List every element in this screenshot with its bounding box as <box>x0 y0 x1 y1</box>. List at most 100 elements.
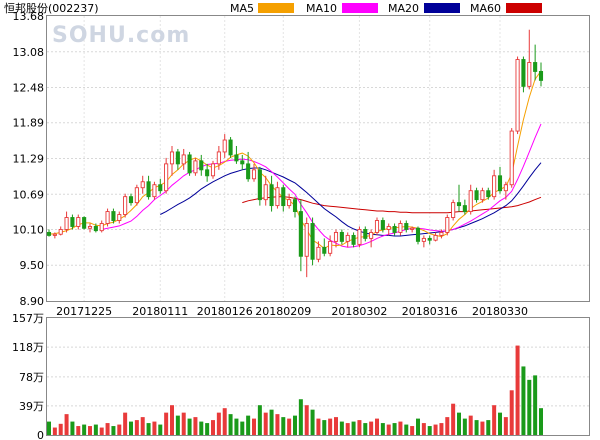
volume-y-ticks: 157万 118万 78万 39万 0 <box>12 312 44 440</box>
candle <box>82 216 87 230</box>
volume-bar <box>47 421 51 435</box>
volume-bar <box>234 418 239 435</box>
candle-body <box>292 199 298 213</box>
candle <box>105 208 110 227</box>
volume-bar <box>164 412 169 435</box>
candle-body <box>87 226 93 229</box>
chart-title: 恒邦股份(002237) <box>4 2 99 15</box>
candle <box>216 145 221 170</box>
candle-body <box>275 187 280 207</box>
candle-body <box>357 229 362 245</box>
candle <box>480 187 485 203</box>
candle-body <box>146 181 151 198</box>
x-ticks: 20171225 20180111 20180126 20180209 20180302… <box>56 305 528 318</box>
volume-bar <box>380 423 385 435</box>
candle <box>374 217 380 236</box>
volume-bar <box>310 409 315 435</box>
candle-body <box>175 151 180 165</box>
candle <box>310 217 315 266</box>
candle-body <box>333 231 339 242</box>
candle-body <box>392 226 397 233</box>
candle-body <box>322 246 327 254</box>
candle-body <box>298 211 303 257</box>
candle-body <box>421 237 426 242</box>
candle <box>415 226 421 245</box>
candle <box>199 154 204 176</box>
legend-swatch <box>258 3 294 13</box>
candle-body <box>64 217 69 230</box>
x-tick: 20180316 <box>402 305 458 318</box>
candle-body <box>433 234 438 241</box>
volume-bar <box>228 414 233 435</box>
volume-bar <box>416 418 420 435</box>
price-grid <box>47 16 589 301</box>
price-y-tick: 10.10 <box>13 223 45 236</box>
candle <box>228 137 233 158</box>
candle <box>328 235 333 257</box>
candle <box>169 145 175 176</box>
candle-body <box>240 160 245 165</box>
volume-bar <box>527 379 532 435</box>
candle-body <box>210 163 216 177</box>
candle <box>533 44 538 81</box>
candle-body <box>439 231 444 236</box>
candle <box>421 235 426 248</box>
candle-body <box>52 233 57 236</box>
candle-body <box>404 223 409 230</box>
volume-bar <box>158 424 163 435</box>
volume-bar <box>521 366 526 435</box>
candle <box>193 157 198 176</box>
x-tick: 20171225 <box>56 305 112 318</box>
volume-y-tick: 0 <box>37 429 44 440</box>
volume-bar <box>269 409 274 435</box>
price-y-tick: 13.08 <box>13 46 45 59</box>
candle-body <box>46 231 52 236</box>
candle-body <box>158 184 163 192</box>
legend-bar: 恒邦股份(002237) MA5 MA10 MA20 MA60 <box>4 2 542 15</box>
volume-bar <box>451 403 456 435</box>
candle <box>427 235 432 245</box>
volume-bar <box>486 420 491 435</box>
price-panel: 13.68 13.08 12.48 11.89 11.29 10.69 10.10 9.50 8… <box>13 10 590 318</box>
candle-body <box>451 202 456 218</box>
candle-body <box>117 214 122 221</box>
candle <box>304 217 309 278</box>
candle <box>398 220 403 236</box>
price-y-tick: 9.50 <box>20 259 45 272</box>
candle <box>287 193 292 209</box>
volume-bar <box>99 427 104 435</box>
candle-body <box>480 190 485 201</box>
candle <box>281 184 286 212</box>
legend-swatch <box>424 3 460 13</box>
volume-bar <box>275 414 280 435</box>
volume-bar <box>88 426 92 435</box>
volume-bar <box>404 424 409 435</box>
volume-bar <box>134 420 139 435</box>
volume-bar <box>281 417 286 435</box>
candle <box>158 178 163 194</box>
volume-bar <box>427 426 432 435</box>
candle <box>521 56 526 93</box>
candle-body <box>398 223 403 233</box>
volume-bar <box>328 418 333 435</box>
candle <box>117 211 122 224</box>
candle <box>128 193 134 206</box>
candle <box>251 163 257 182</box>
candle-body <box>58 229 63 235</box>
volume-bar <box>445 417 450 435</box>
candle <box>345 232 350 248</box>
volume-y-tick: 118万 <box>12 341 44 354</box>
candle-body <box>328 240 333 254</box>
volume-bar <box>76 426 81 435</box>
candle-body <box>187 154 192 174</box>
candle-body <box>410 227 415 230</box>
candle <box>486 187 491 200</box>
candle-body <box>515 59 520 132</box>
candle-body <box>386 226 391 230</box>
candle <box>515 56 520 135</box>
price-y-tick: 13.68 <box>13 10 45 23</box>
candle-body <box>205 169 210 177</box>
volume-bar <box>375 418 379 435</box>
volume-bar <box>246 415 251 435</box>
candle <box>333 229 339 248</box>
